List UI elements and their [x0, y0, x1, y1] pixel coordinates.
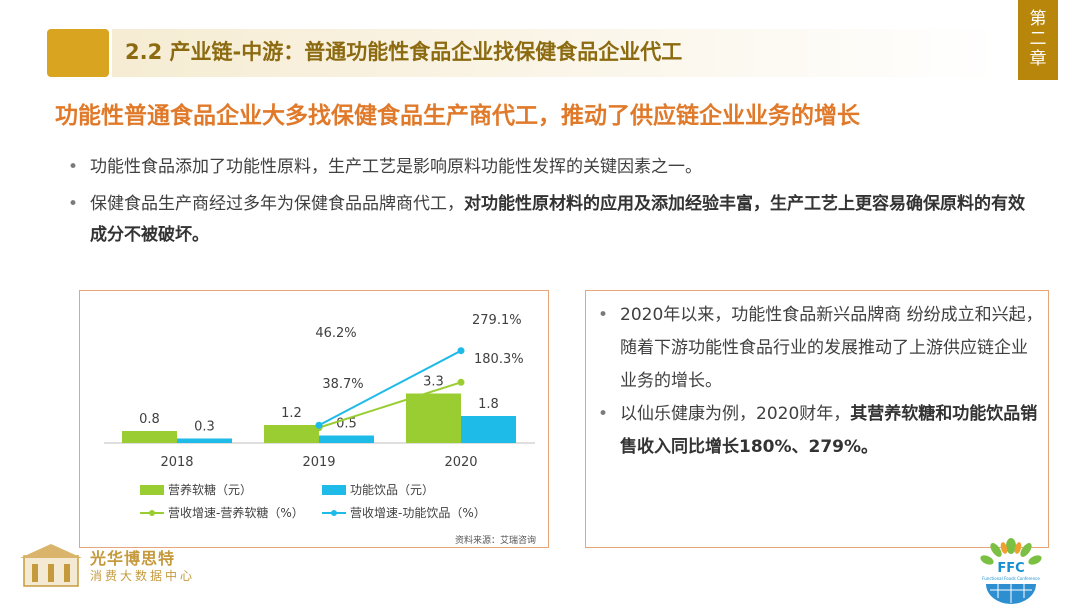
- growth-label-gummy-2020: 180.3%: [474, 352, 524, 367]
- legend-drink-growth-marker: [331, 510, 337, 516]
- bar-drink-2020: [461, 416, 516, 443]
- legend-gummy-bar-label: 营养软糖（元）: [168, 482, 252, 497]
- legend-gummy-bar-swatch: [140, 485, 164, 495]
- bar-label-gummy-2018: 0.8: [139, 412, 160, 427]
- bullet-1: 功能性食品添加了功能性原料，生产工艺是影响原料功能性发挥的关键因素之一。: [66, 152, 1036, 183]
- chart-layer: 0.8 0.320181.20.520193.31.8202038.7%180.3…: [104, 313, 535, 520]
- bar-label-gummy-2020: 3.3: [423, 375, 444, 390]
- bar-label-gummy-2019: 1.2: [281, 406, 302, 421]
- x-tick-2019: 2019: [302, 455, 335, 470]
- right-panel-text: 2020年以来，功能性食品新兴品牌商 纷纷成立和兴起，随着下游功能性食品行业的发…: [598, 299, 1043, 464]
- bar-gummy-2018: [122, 431, 177, 443]
- ffc-text: FFC: [997, 561, 1024, 576]
- bullet-list: 功能性食品添加了功能性原料，生产工艺是影响原料功能性发挥的关键因素之一。 保健食…: [66, 152, 1036, 257]
- chart-frame: [79, 290, 549, 548]
- bar-drink-2019: [319, 435, 374, 443]
- title-bar: [112, 29, 1002, 77]
- brand-name: 光华博思特: [90, 549, 176, 568]
- x-tick-2018: 2018: [160, 455, 193, 470]
- growth-point-drink-2019: [315, 421, 323, 429]
- legend-drink-growth-label: 营收增速-功能饮品（%）: [350, 506, 486, 520]
- ffc-subtext: Functional Foods Conference: [982, 576, 1040, 581]
- bar-drink-2018: [177, 438, 232, 443]
- growth-point-gummy-2020: [457, 378, 465, 386]
- bullet-2-bold-text: 对功能性原材料的应用及添加经验丰富，生产工艺上更容易确保原料的有效成分不被破坏。: [90, 194, 1025, 245]
- ffc-logo-icon: FFC Functional Foods Conference: [980, 538, 1042, 604]
- growth-line-gummy: [318, 381, 462, 429]
- growth-label-gummy-2019: 38.7%: [322, 377, 363, 392]
- brand-subtitle: 消费大数据中心: [90, 569, 196, 583]
- chapter-char-2: 二: [1029, 29, 1047, 49]
- source-note: 资料来源：艾瑞咨询: [455, 536, 537, 546]
- legend-drink-bar-label: 功能饮品（元）: [350, 483, 434, 497]
- bullet-1-text: 功能性食品添加了功能性原料，生产工艺是影响原料功能性发挥的关键因素之一。: [90, 157, 702, 177]
- guanghua-logo-icon: [20, 544, 82, 587]
- bar-gummy-2019: [264, 425, 319, 443]
- growth-line-drink: [318, 349, 462, 427]
- bar-label-drink-2018: 0.3: [194, 420, 215, 435]
- chapter-char-1: 第: [1029, 9, 1047, 29]
- bar-gummy-2020: [406, 393, 461, 443]
- bullet-2: 保健食品生产商经过多年为保健食品品牌商代工，对功能性原材料的应用及添加经验丰富，…: [66, 189, 1036, 251]
- legend-drink-bar-swatch: [322, 485, 346, 495]
- right-bullet-2-bold-text: 其营养软糖和功能饮品销售收入同比增长180%、279%。: [620, 404, 1038, 457]
- right-bullet-2-text: 以仙乐健康为例，2020财年，: [620, 404, 851, 424]
- right-bullet-1: 2020年以来，功能性食品新兴品牌商 纷纷成立和兴起，随着下游功能性食品行业的发…: [598, 299, 1043, 398]
- section-title: 2.2 产业链-中游：普通功能性食品企业找保健食品企业代工: [125, 40, 683, 64]
- chapter-tab: 第 二 章: [1018, 0, 1058, 80]
- right-bullet-1-text: 2020年以来，功能性食品新兴品牌商 纷纷成立和兴起，随着下游功能性食品行业的发…: [620, 305, 1043, 391]
- right-bullet-2: 以仙乐健康为例，2020财年，其营养软糖和功能饮品销售收入同比增长180%、27…: [598, 398, 1043, 464]
- bullet-2-text: 保健食品生产商经过多年为保健食品品牌商代工，: [90, 194, 464, 214]
- title-marker: [47, 29, 109, 77]
- growth-label-drink-2019: 46.2%: [315, 326, 356, 341]
- headline: 功能性普通食品企业大多找保健食品生产商代工，推动了供应链企业业务的增长: [55, 103, 860, 129]
- x-tick-2020: 2020: [444, 455, 477, 470]
- growth-point-drink-2020: [457, 347, 465, 355]
- growth-label-drink-2020: 279.1%: [472, 313, 522, 328]
- bar-label-drink-2020: 1.8: [478, 397, 499, 412]
- legend-gummy-growth-marker: [149, 510, 155, 516]
- right-panel-frame: [585, 290, 1049, 548]
- legend-gummy-growth-label: 营收增速-营养软糖（%）: [168, 505, 304, 520]
- chapter-char-3: 章: [1029, 49, 1047, 69]
